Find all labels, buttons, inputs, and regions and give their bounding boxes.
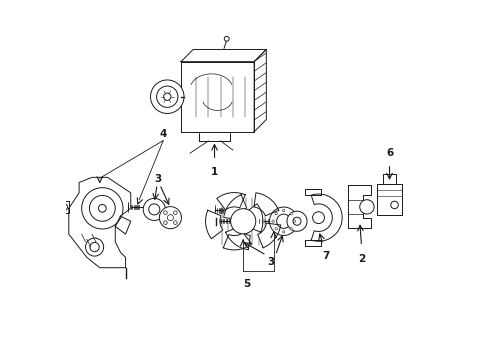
Circle shape [231,209,256,234]
Circle shape [290,228,293,230]
Circle shape [90,242,99,252]
Polygon shape [181,49,267,62]
Text: 6: 6 [386,148,393,158]
Polygon shape [206,210,223,239]
Circle shape [98,204,106,212]
Polygon shape [223,233,252,250]
Circle shape [149,204,160,215]
Circle shape [150,80,184,113]
Circle shape [224,36,229,41]
Circle shape [164,211,167,215]
Circle shape [82,188,123,229]
Polygon shape [305,240,321,246]
Polygon shape [377,184,402,215]
Circle shape [283,210,285,212]
Polygon shape [58,201,69,213]
Circle shape [157,86,178,107]
Text: 2: 2 [358,253,365,264]
Text: 5: 5 [243,279,250,289]
Polygon shape [245,204,263,232]
Circle shape [290,212,293,215]
Polygon shape [115,216,131,234]
Circle shape [60,203,68,211]
Text: 4: 4 [160,129,167,139]
Circle shape [164,221,167,224]
Polygon shape [254,49,267,132]
Circle shape [90,195,115,221]
Polygon shape [311,194,342,241]
Circle shape [143,198,165,220]
Polygon shape [181,62,254,132]
Circle shape [277,214,291,228]
Polygon shape [217,193,245,210]
Polygon shape [254,193,279,216]
Polygon shape [258,223,281,248]
Text: 3: 3 [154,174,162,184]
Circle shape [159,207,181,229]
Polygon shape [305,189,321,195]
Circle shape [173,221,177,224]
Polygon shape [69,177,131,268]
Text: 1: 1 [211,167,218,177]
Circle shape [391,201,398,209]
Text: 7: 7 [322,251,329,261]
Circle shape [173,211,177,215]
Circle shape [283,231,285,233]
Circle shape [293,217,301,225]
Circle shape [293,220,295,222]
Circle shape [275,212,277,215]
Polygon shape [348,185,371,228]
Circle shape [313,212,324,224]
Circle shape [86,238,104,256]
Text: 3: 3 [267,257,274,267]
Polygon shape [224,195,246,219]
Polygon shape [383,174,396,184]
Circle shape [168,215,173,221]
Circle shape [270,207,298,235]
Circle shape [360,200,374,214]
Circle shape [287,211,307,231]
Circle shape [272,220,274,222]
Circle shape [275,228,277,230]
Circle shape [164,93,171,100]
Polygon shape [226,227,250,250]
